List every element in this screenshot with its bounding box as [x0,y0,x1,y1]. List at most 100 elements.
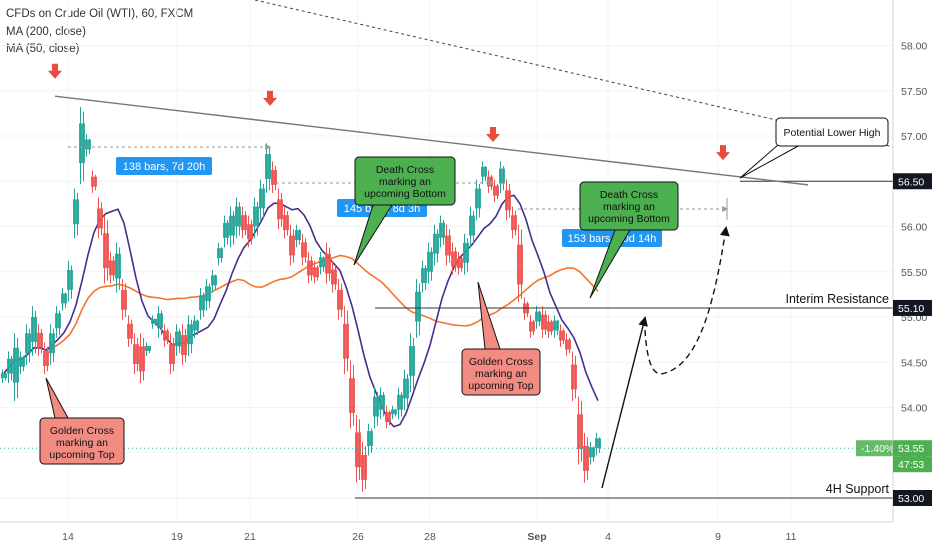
candle-body [214,275,217,286]
candle-body [304,242,307,258]
x-tick-label: 9 [715,531,721,543]
candle-body [514,215,517,231]
candle-body [370,431,373,446]
candle-body [538,311,541,322]
golden-cross-note-2-pointer [477,281,501,350]
candle-body [148,345,151,351]
candle-body [118,253,121,279]
candle-body [490,176,493,187]
x-tick-label: 19 [171,531,183,543]
candle-body [379,394,382,410]
x-tick-label: 26 [352,531,364,543]
price-tag-lower-high: 56.50 [898,176,924,188]
candle-body [271,169,274,185]
golden-cross-note-2-line: upcoming Top [468,380,533,392]
red-down-arrow [263,90,277,106]
candle-body [25,333,28,354]
candle-body [268,154,271,179]
death-cross-note-2-line: marking an [603,201,655,213]
golden-cross-note-2-line: Golden Cross [469,356,533,368]
candle-body [337,289,340,310]
candle-body [487,176,490,187]
candle-body [142,346,145,372]
candle-body [181,335,184,356]
candle-body [274,169,277,185]
candle-body [532,321,535,332]
candle-body [115,253,118,279]
candle-body [439,222,442,238]
candle-body [133,344,136,365]
candle-body [7,358,10,374]
candle-body [292,235,295,256]
candle-body [61,293,64,304]
price-tag-current: 53.55 [898,443,924,455]
candle-body [166,330,169,341]
y-tick-label: 57.50 [901,86,927,98]
death-cross-note-1-line: Death Cross [376,164,434,176]
candle-body [400,394,403,410]
candle-body [160,313,163,329]
x-tick-label: 21 [244,531,256,543]
candle-body [373,396,376,417]
lower-high-label: Potential Lower High [784,127,881,139]
candle-body [301,242,304,258]
candle-body [565,339,568,350]
support-label: 4H Support [826,482,890,496]
candle-body [253,206,256,227]
candle-body [544,314,547,330]
x-tick-label: Sep [527,531,546,543]
candle-body [406,378,409,399]
candle-body [325,253,328,274]
resistance-label: Interim Resistance [785,292,889,306]
x-tick-label: 28 [424,531,436,543]
candle-body [394,409,397,415]
y-tick-label: 55.50 [901,267,927,279]
candle-body [361,455,364,480]
candle-body [358,432,361,468]
y-tick-label: 57.00 [901,131,927,143]
candle-body [289,235,292,256]
candle-body [547,321,550,332]
candle-body [391,409,394,415]
candle-body [598,438,601,449]
candle-body [580,414,583,450]
golden-cross-note-1-line: Golden Cross [50,425,114,437]
candle-body [412,345,415,376]
candle-body [259,188,262,209]
candle-body [223,222,226,238]
candle-body [286,215,289,231]
candle-body [1,373,4,379]
candle-body [382,394,385,410]
candle-body [97,208,100,229]
candle-body [91,176,94,187]
candle-body [307,260,310,276]
candle-body [475,188,478,209]
candle-body [556,320,559,331]
candle-body [22,356,25,367]
candle-body [34,317,37,342]
candle-body [127,323,130,339]
candle-body [226,222,229,238]
bars-label-1: 138 bars, 7d 20h [123,161,206,173]
candle-body [67,269,70,290]
candle-body [340,289,343,310]
candle-body [343,323,346,359]
candle-body [592,447,595,458]
golden-cross-note-2-line: marking an [475,368,527,380]
candle-body [31,317,34,342]
candle-body [478,188,481,209]
candle-body [229,215,232,236]
candle-body [277,199,280,220]
candle-body [190,324,193,345]
candle-body [76,199,79,225]
red-down-arrow [48,63,62,79]
candle-body [352,378,355,413]
candle-body [499,168,502,184]
red-down-arrow [486,127,500,143]
candle-body [562,330,565,341]
candle-body [103,233,106,269]
candle-body [517,244,520,285]
candle-body [130,323,133,339]
candle-body [193,320,196,331]
